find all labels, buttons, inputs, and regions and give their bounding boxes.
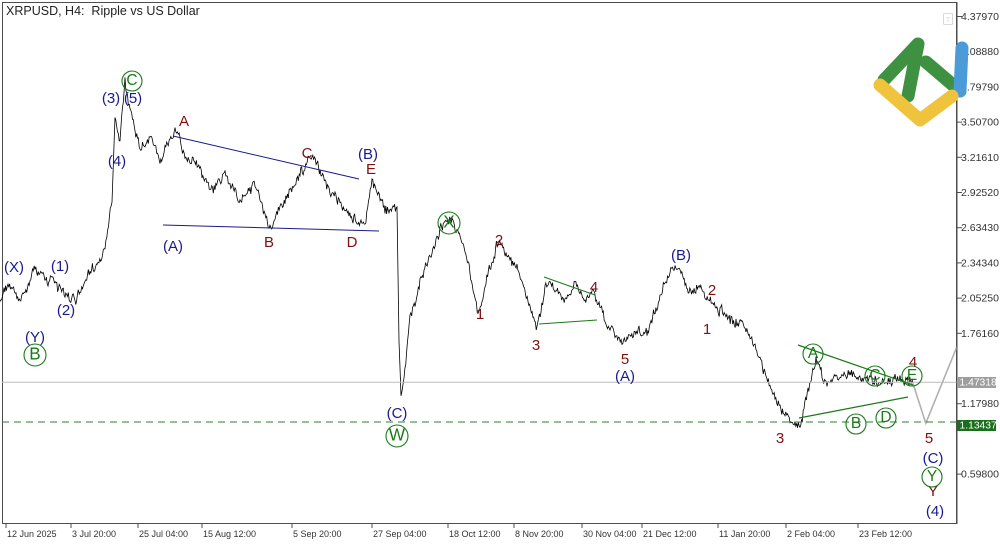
svg-text:4.37970: 4.37970: [961, 11, 999, 23]
svg-text:21 Dec 12:00: 21 Dec 12:00: [643, 529, 697, 539]
svg-text:1.17980: 1.17980: [961, 398, 999, 410]
svg-text:2.63430: 2.63430: [961, 222, 999, 234]
svg-text:2.05250: 2.05250: [961, 293, 999, 305]
svg-text:18 Oct 12:00: 18 Oct 12:00: [449, 529, 501, 539]
svg-text:3.79790: 3.79790: [961, 81, 999, 93]
svg-text:12 Jun 2025: 12 Jun 2025: [7, 529, 57, 539]
svg-text:5 Sep 20:00: 5 Sep 20:00: [293, 529, 342, 539]
svg-text:3.50700: 3.50700: [961, 117, 999, 129]
svg-text:1.13437: 1.13437: [960, 420, 997, 431]
svg-text:23 Feb 12:00: 23 Feb 12:00: [859, 529, 912, 539]
svg-text:27 Sep 04:00: 27 Sep 04:00: [373, 529, 427, 539]
svg-text:2.92520: 2.92520: [961, 187, 999, 199]
svg-text:3.21610: 3.21610: [961, 152, 999, 164]
svg-text:0.59800: 0.59800: [961, 469, 999, 481]
svg-text:30 Nov 04:00: 30 Nov 04:00: [583, 529, 637, 539]
svg-text:2.34340: 2.34340: [961, 257, 999, 269]
svg-text:11 Jan 20:00: 11 Jan 20:00: [719, 529, 770, 539]
svg-text:2 Feb 04:00: 2 Feb 04:00: [787, 529, 835, 539]
svg-text:3 Jul 20:00: 3 Jul 20:00: [72, 529, 116, 539]
svg-text:4.08880: 4.08880: [961, 46, 999, 58]
svg-text:25 Jul 04:00: 25 Jul 04:00: [139, 529, 188, 539]
svg-text:15 Aug 12:00: 15 Aug 12:00: [203, 529, 256, 539]
svg-text:8 Nov 20:00: 8 Nov 20:00: [515, 529, 564, 539]
svg-text:1.76160: 1.76160: [961, 328, 999, 340]
svg-text:1.47318: 1.47318: [960, 377, 997, 388]
